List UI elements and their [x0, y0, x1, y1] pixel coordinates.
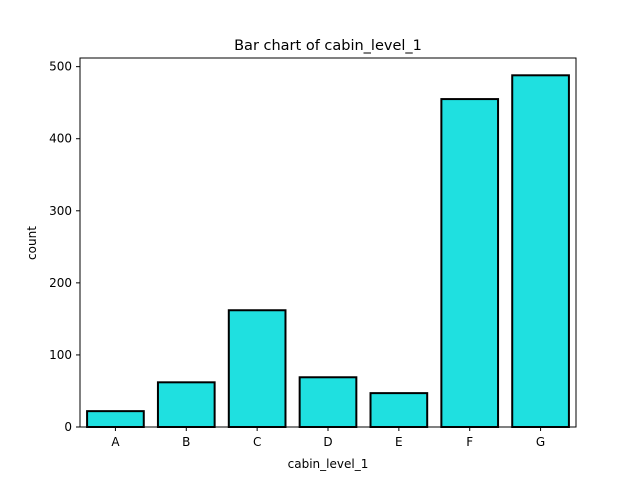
- y-tick-label: 200: [49, 276, 72, 290]
- x-tick-label: F: [466, 435, 473, 449]
- x-tick-label: A: [111, 435, 120, 449]
- x-tick-label: B: [182, 435, 190, 449]
- bar-E: [369, 392, 429, 428]
- x-axis-label: cabin_level_1: [288, 457, 369, 471]
- y-tick-label: 500: [49, 60, 72, 74]
- bar-A: [86, 410, 145, 428]
- bar-C: [227, 309, 287, 428]
- y-tick-label: 300: [49, 204, 72, 218]
- y-tick-label: 0: [64, 420, 72, 434]
- x-tick-label: E: [395, 435, 403, 449]
- bar-G: [511, 74, 570, 428]
- x-tick-label: C: [253, 435, 261, 449]
- bar-D: [298, 376, 358, 428]
- x-tick-label: D: [323, 435, 332, 449]
- bar-F: [440, 98, 500, 428]
- chart-title: Bar chart of cabin_level_1: [234, 38, 422, 54]
- y-tick-label: 100: [49, 348, 72, 362]
- y-tick-label: 400: [49, 132, 72, 146]
- bar-B: [156, 381, 216, 428]
- y-axis-label: count: [25, 226, 39, 260]
- plot-frame: [79, 57, 577, 428]
- plot-area: A B C D E F G 0 100 200 300 400 500: [49, 57, 577, 449]
- x-tick-label: G: [536, 435, 545, 449]
